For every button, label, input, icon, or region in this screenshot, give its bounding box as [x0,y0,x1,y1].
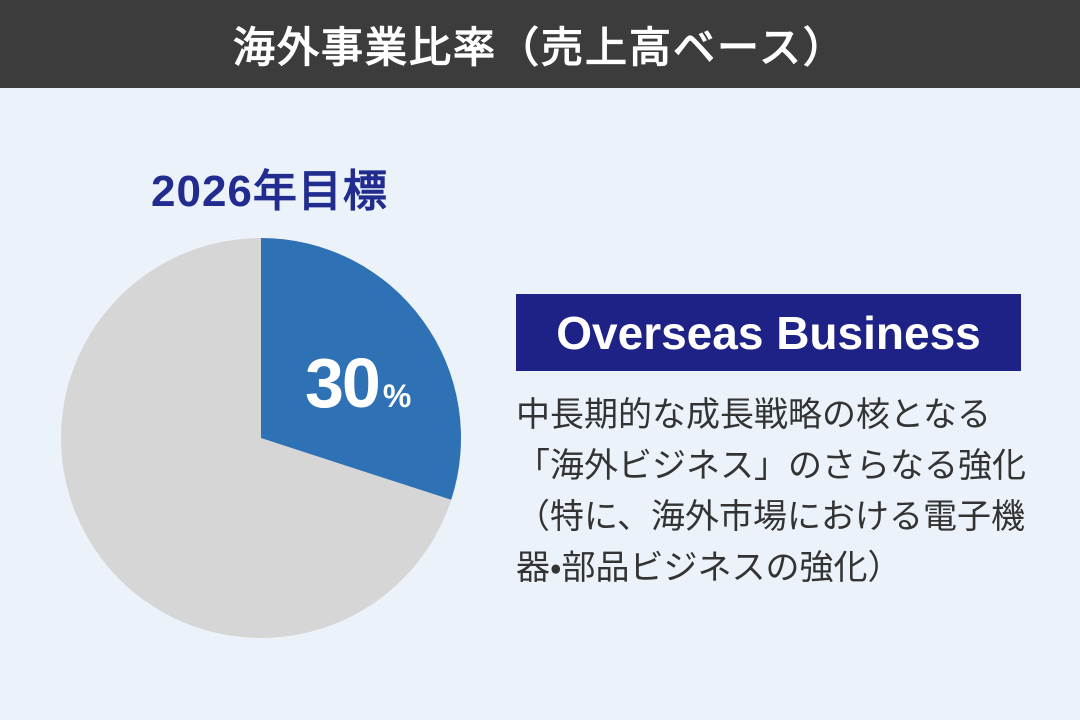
description-line-4: 器・部品ビジネスの強化） [516,549,902,587]
pie-chart-svg [61,238,461,638]
pie-slice-overseas [261,238,461,500]
pie-value-number: 30 [305,344,381,422]
pie-chart: 30 % [61,238,461,638]
overseas-banner: Overseas Business [516,294,1021,371]
target-year-label: 2026年目標 [151,167,388,216]
overseas-description: 中長期的な成長戦略の核となる 「海外ビジネス」のさらなる強化 （特に、海外市場に… [516,390,1066,594]
description-line-2: 「海外ビジネス」のさらなる強化 [516,447,1026,485]
description-line-3: （特に、海外市場における電子機 [516,498,1025,536]
description-line-1: 中長期的な成長戦略の核となる [516,396,991,434]
header-bar: 海外事業比率（売上高ベース） [0,0,1080,88]
overseas-banner-title: Overseas Business [556,306,981,359]
pie-value-unit: % [382,378,412,414]
pie-value-label: 30 % [305,348,411,418]
page-title: 海外事業比率（売上高ベース） [233,23,847,71]
